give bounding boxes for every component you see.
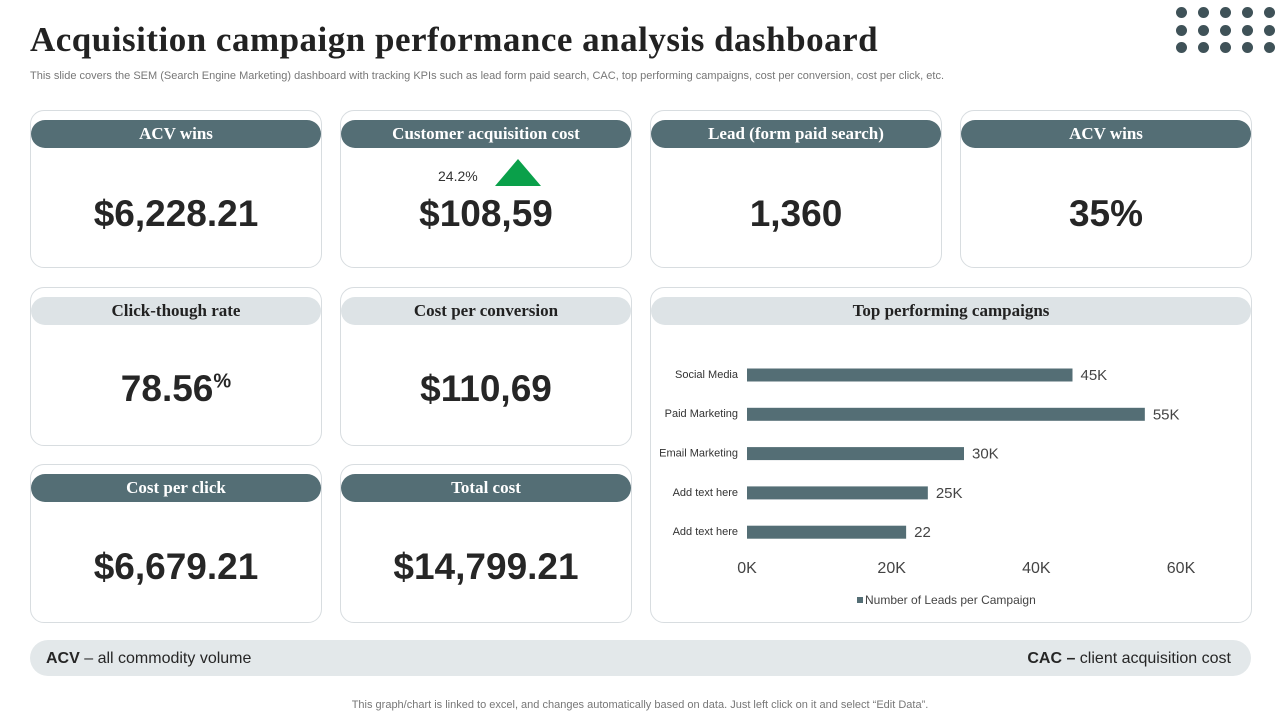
up-arrow <box>495 159 541 186</box>
kpi-card: Cost per click $6,679.21 <box>30 464 322 623</box>
data-label: 25K <box>936 485 963 502</box>
card-value: 1,360 <box>749 193 843 234</box>
card-title: ACV wins <box>961 120 1251 148</box>
card-value: 35% <box>1068 193 1144 234</box>
card-title: ACV wins <box>31 120 321 148</box>
footnote: This graph/chart is linked to excel, and… <box>351 699 929 711</box>
legend-swatch <box>857 597 863 603</box>
definition: client acquisition cost <box>1075 650 1231 667</box>
kpi-card: ACV wins $6,228.21 <box>30 110 322 268</box>
card-value: $110,69 <box>420 368 552 409</box>
card-title: Click-though rate <box>31 297 321 325</box>
x-tick-label: 0K <box>737 560 757 577</box>
dot <box>1198 24 1209 36</box>
dot <box>1220 24 1231 36</box>
card-title: Total cost <box>341 474 631 502</box>
term: CAC – <box>1027 650 1076 667</box>
bar <box>747 407 1145 421</box>
dot <box>1242 7 1253 18</box>
kpi-card: Lead (form paid search) 1,360 <box>650 110 942 268</box>
bar <box>747 368 1073 382</box>
kpi-card: ACV wins 35% <box>960 110 1252 268</box>
card-value: 78.56% <box>31 368 321 410</box>
legend-right: CAC – client acquisition cost <box>1027 650 1231 668</box>
y-tick-label: Email Marketing <box>659 448 738 460</box>
y-tick-label: Social Media <box>675 369 739 381</box>
card-title: Cost per click <box>31 474 321 502</box>
card-value: $6,228.21 <box>93 193 259 234</box>
dot <box>1220 7 1231 18</box>
bar <box>747 447 964 461</box>
chart-card: Top performing campaigns 0K 20K 40K 60K Soci… <box>650 287 1252 623</box>
subtitle: This slide covers the SEM (Search Engine… <box>30 70 945 82</box>
value-suffix: % <box>213 370 232 393</box>
bar <box>747 486 928 500</box>
x-tick-label: 60K <box>1167 560 1196 577</box>
chart: 0K 20K 40K 60K Social Media 45K Paid Marketing… <box>659 367 1196 607</box>
dot <box>1242 42 1253 53</box>
y-tick-label: Paid Marketing <box>665 408 738 420</box>
dot <box>1176 7 1187 18</box>
card-value: $108,59 <box>419 193 553 234</box>
x-tick-label: 40K <box>1022 560 1051 577</box>
dot <box>1198 42 1209 53</box>
dot <box>1242 24 1253 36</box>
term: ACV <box>46 650 80 667</box>
card-title: Cost per conversion <box>341 297 631 325</box>
card-title: Lead (form paid search) <box>651 120 941 148</box>
dot <box>1264 7 1275 18</box>
card-value: $14,799.21 <box>393 546 579 587</box>
chart-title: Top performing campaigns <box>651 297 1251 325</box>
footer-bar: ACV – all commodity volume CAC – client … <box>30 640 1251 676</box>
dot <box>1176 42 1187 53</box>
definition: – all commodity volume <box>79 650 252 667</box>
data-label: 45K <box>1081 367 1108 384</box>
data-label: 30K <box>972 446 999 463</box>
legend-left: ACV – all commodity volume <box>46 650 251 668</box>
kpi-card: Cost per conversion $110,69 <box>340 287 632 446</box>
kpi-card: Total cost $14,799.21 <box>340 464 632 623</box>
change-label: 24.2% <box>438 168 478 184</box>
kpi-card: Click-though rate 78.56% <box>30 287 322 446</box>
data-label: 55K <box>1153 406 1180 423</box>
y-tick-label: Add text here <box>673 487 738 499</box>
card-value: $6,679.21 <box>93 546 259 587</box>
dot <box>1220 42 1231 53</box>
title: Acquisition campaign performance analysi… <box>30 20 879 59</box>
kpi-card: Customer acquisition cost 24.2% $108,59 <box>340 110 632 268</box>
y-tick-label: Add text here <box>673 526 738 538</box>
card-title: Customer acquisition cost <box>341 120 631 148</box>
dot <box>1176 24 1187 36</box>
legend-label: Number of Leads per Campaign <box>865 593 1036 607</box>
bar <box>747 525 907 539</box>
data-label: 22 <box>914 524 931 541</box>
dot <box>1264 42 1275 53</box>
x-tick-label: 20K <box>877 560 906 577</box>
dot <box>1198 7 1209 18</box>
value: 78.56 <box>120 368 214 409</box>
dot <box>1264 24 1275 36</box>
